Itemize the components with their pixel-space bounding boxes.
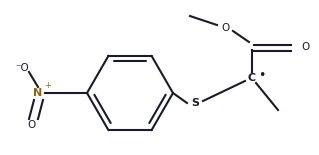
Text: O: O xyxy=(28,120,36,130)
Text: +: + xyxy=(45,80,51,89)
Text: O: O xyxy=(301,42,309,52)
Text: C: C xyxy=(248,73,256,83)
Text: S: S xyxy=(191,98,199,108)
Text: N: N xyxy=(33,88,43,98)
Text: •: • xyxy=(258,69,266,82)
Text: ⁻O: ⁻O xyxy=(15,63,29,73)
Text: O: O xyxy=(221,23,229,33)
